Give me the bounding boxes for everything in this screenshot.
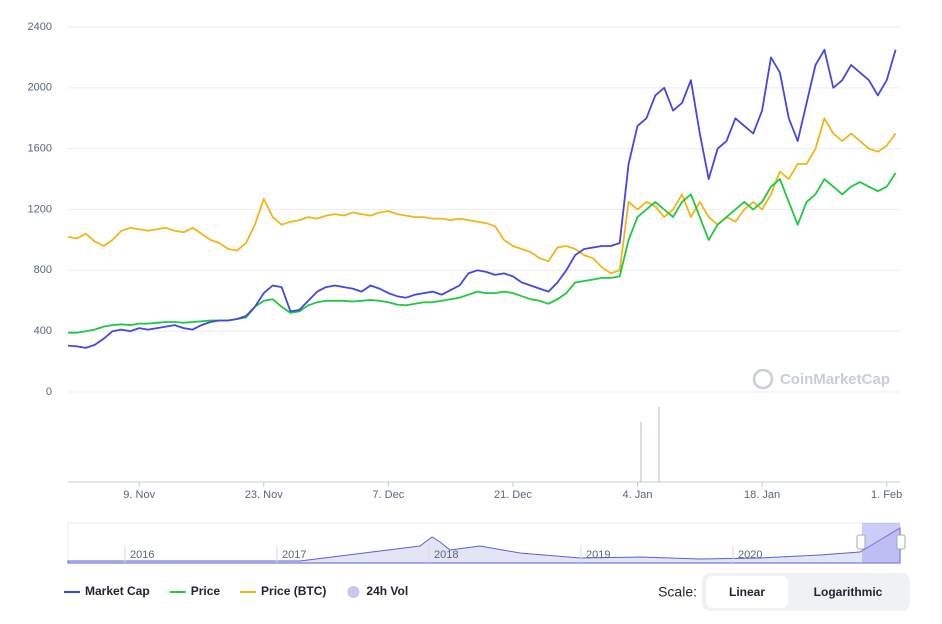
navigator-handle[interactable] [856, 534, 866, 550]
navigator-selection[interactable] [862, 523, 900, 563]
grid: 0 400 800 1200 1600 2000 2400 9. Nov 23. Nov 7. D… [28, 21, 903, 501]
legend-label: Price (BTC) [261, 584, 326, 598]
y-tick-label: 1200 [28, 203, 52, 215]
series-line [67, 117, 897, 275]
x-tick-label: 23. Nov [245, 489, 283, 501]
watermark: CoinMarketCap [780, 371, 890, 388]
scale-option[interactable]: Linear [729, 585, 765, 599]
x-tick-label: 4. Jan [623, 489, 653, 501]
legend-label: Market Cap [85, 584, 150, 598]
navigator-year: 2017 [282, 549, 306, 561]
y-tick-label: 2000 [28, 82, 52, 94]
scale-option-bg[interactable] [706, 576, 788, 608]
y-tick-label: 0 [46, 386, 52, 398]
navigator-year: 2020 [738, 549, 762, 561]
series-line [68, 172, 897, 334]
x-tick-label: 21. Dec [494, 489, 532, 501]
navigator-year: 2018 [434, 549, 458, 561]
scale-option[interactable]: Logarithmic [814, 585, 883, 599]
x-tick-label: 7. Dec [372, 489, 404, 501]
x-tick-label: 9. Nov [123, 489, 155, 501]
legend-label: 24h Vol [366, 584, 408, 598]
y-tick-label: 1600 [28, 143, 52, 155]
x-tick-label: 1. Feb [871, 489, 902, 501]
x-tick-label: 18. Jan [744, 489, 780, 501]
navigator: 2016 2017 2018 2019 2020 [67, 522, 906, 564]
navigator-year: 2019 [586, 549, 610, 561]
navigator-handle[interactable] [896, 534, 906, 550]
scale-label: Scale: [658, 584, 697, 600]
watermark-logo [752, 368, 774, 390]
y-tick-label: 800 [34, 264, 52, 276]
legend-swatch [347, 586, 360, 598]
navigator-year: 2016 [130, 549, 154, 561]
y-tick-label: 400 [34, 325, 52, 337]
legend-label: Price [191, 584, 221, 598]
y-tick-label: 2400 [28, 21, 52, 33]
navigator-series [67, 527, 901, 564]
series-line [67, 48, 897, 349]
